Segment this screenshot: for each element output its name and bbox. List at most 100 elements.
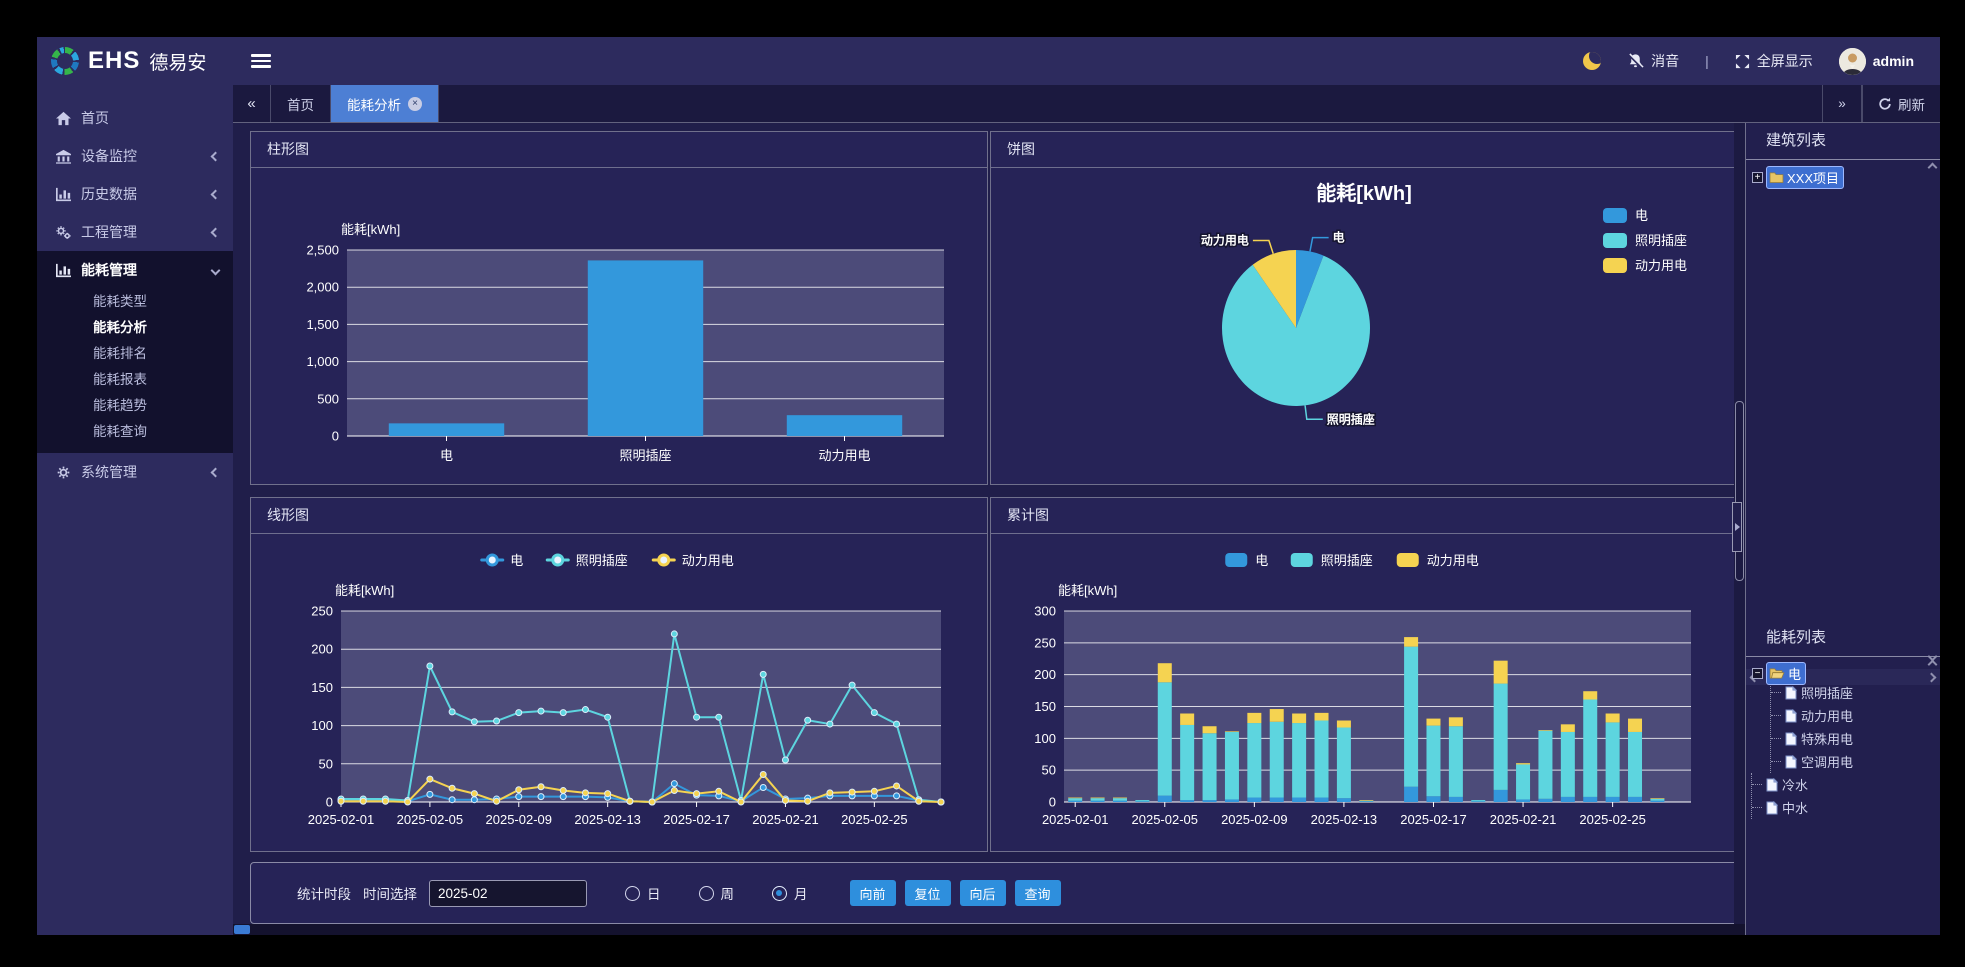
- radio-month-circle[interactable]: [772, 885, 787, 901]
- sidebar-subitem-energy-report[interactable]: 能耗报表: [93, 372, 147, 387]
- building-scrollbar: [1926, 162, 1938, 173]
- logo-name: 德易安: [149, 52, 207, 74]
- sidebar-item-home[interactable]: 首页: [37, 99, 233, 137]
- expand-icon[interactable]: +: [1752, 171, 1763, 183]
- svg-text:电: 电: [440, 448, 453, 463]
- svg-text:照明插座: 照明插座: [619, 448, 671, 463]
- sidebar-item-label: 工程管理: [81, 224, 137, 240]
- sidebar-subitem-energy-analysis[interactable]: 能耗分析: [93, 320, 147, 335]
- pie-chart: 能耗[kWh] 电照明插座 动力用电电照明插座 动力用电: [991, 168, 1737, 484]
- chevron-left-icon: [210, 151, 221, 161]
- tree-node-cold-water[interactable]: 冷水: [1752, 773, 1940, 796]
- svg-text:300: 300: [1034, 604, 1056, 619]
- sidebar-item-energy-mgmt[interactable]: 能耗管理: [37, 251, 233, 289]
- sidebar-item-label: 设备监控: [81, 148, 137, 164]
- tree-node-hvac[interactable]: 空调用电: [1771, 750, 1940, 773]
- building-list-title: 建筑列表: [1746, 123, 1940, 160]
- panel-collapse-handle[interactable]: [1732, 502, 1742, 552]
- sidebar-item-system-mgmt[interactable]: 系统管理: [37, 453, 233, 491]
- tree-node-special[interactable]: 特殊用电: [1771, 727, 1940, 750]
- sidebar-item-label: 能耗管理: [81, 262, 137, 278]
- tree-node-label: 电: [1788, 666, 1802, 682]
- sidebar: EHS 德易安 首页 设备监控 历史数据 工程管理: [37, 37, 233, 935]
- radio-day[interactable]: 日: [625, 883, 661, 903]
- main-horizontal-scrollbar[interactable]: [233, 924, 1745, 935]
- scroll-up-icon[interactable]: [1927, 162, 1937, 173]
- reset-button[interactable]: 复位: [904, 880, 951, 906]
- query-button[interactable]: 查询: [1014, 880, 1061, 906]
- svg-text:照明插座: 照明插座: [1321, 553, 1373, 568]
- radio-day-circle[interactable]: [625, 885, 640, 901]
- panel-title: 柱形图: [251, 132, 987, 168]
- tree-node-reclaimed-water[interactable]: 中水: [1752, 796, 1940, 819]
- svg-text:电: 电: [1333, 230, 1345, 245]
- mute-button[interactable]: 消音: [1627, 51, 1679, 71]
- svg-text:动力用电: 动力用电: [818, 448, 870, 463]
- svg-text:照明插座: 照明插座: [1327, 411, 1375, 426]
- close-icon[interactable]: ×: [408, 96, 422, 111]
- svg-text:0: 0: [326, 795, 333, 810]
- backward-button[interactable]: 向后: [959, 880, 1006, 906]
- scroll-up-icon[interactable]: [1927, 659, 1937, 670]
- tab-home[interactable]: 首页: [271, 85, 331, 122]
- sidebar-subitem-energy-type[interactable]: 能耗类型: [93, 294, 147, 309]
- collapse-icon[interactable]: −: [1752, 667, 1763, 679]
- file-icon: [1785, 731, 1797, 745]
- radio-week-circle[interactable]: [698, 885, 714, 901]
- avatar: [1838, 47, 1866, 75]
- svg-text:电: 电: [1635, 208, 1648, 223]
- tree-node-electric[interactable]: 电: [1766, 661, 1807, 685]
- svg-text:1,000: 1,000: [306, 354, 339, 369]
- radio-month[interactable]: 月: [772, 883, 808, 903]
- tabs-scroll-right-button[interactable]: »: [1822, 85, 1862, 122]
- radio-week-label: 周: [720, 887, 735, 902]
- radio-week[interactable]: 周: [698, 883, 735, 903]
- tree-node-project[interactable]: XXX项目: [1766, 165, 1845, 189]
- forward-button[interactable]: 向前: [849, 880, 896, 906]
- tabbar-spacer: [439, 85, 1822, 122]
- scrollbar-thumb[interactable]: [1735, 401, 1744, 581]
- moon-theme-icon[interactable]: [1583, 52, 1602, 70]
- svg-text:动力用电: 动力用电: [1427, 553, 1479, 568]
- bank-icon: [56, 149, 71, 164]
- svg-text:照明插座: 照明插座: [1635, 233, 1687, 248]
- svg-text:100: 100: [311, 718, 333, 733]
- svg-text:0: 0: [1049, 795, 1056, 810]
- app-logo: EHS 德易安: [37, 37, 233, 85]
- svg-text:2,500: 2,500: [306, 243, 339, 258]
- tree-node-label: 中水: [1782, 801, 1809, 816]
- tree-node-label: 特殊用电: [1801, 732, 1854, 747]
- bar-chart-icon: [56, 263, 71, 277]
- time-input[interactable]: [429, 879, 587, 907]
- refresh-button[interactable]: 刷新: [1862, 85, 1940, 122]
- tab-energy-analysis[interactable]: 能耗分析 ×: [331, 85, 439, 122]
- tree-node-lighting[interactable]: 照明插座: [1771, 681, 1940, 704]
- sidebar-item-project-mgmt[interactable]: 工程管理: [37, 213, 233, 251]
- bar-chart-icon: [56, 187, 71, 201]
- fullscreen-label: 全屏显示: [1756, 53, 1813, 69]
- main-content: 柱形图 0 500 1,000 1,500 2,000 2,500 能耗[kWh] 电照明插座…: [233, 123, 1745, 935]
- svg-text:50: 50: [319, 756, 333, 771]
- hamburger-menu-icon[interactable]: [251, 51, 271, 71]
- top-header: 消音 | 全屏显示 admin: [233, 37, 1940, 85]
- tree-node-power[interactable]: 动力用电: [1771, 704, 1940, 727]
- svg-text:250: 250: [1034, 635, 1056, 650]
- svg-text:2025-02-21: 2025-02-21: [1490, 812, 1557, 827]
- sidebar-item-history-data[interactable]: 历史数据: [37, 175, 233, 213]
- sidebar-subitem-energy-trend[interactable]: 能耗趋势: [93, 398, 147, 413]
- sidebar-subitem-energy-query[interactable]: 能耗查询: [93, 424, 147, 439]
- file-icon: [1766, 777, 1778, 791]
- svg-text:能耗[kWh]: 能耗[kWh]: [1316, 181, 1412, 205]
- username-label: admin: [1872, 53, 1914, 69]
- fullscreen-button[interactable]: 全屏显示: [1735, 51, 1813, 71]
- user-menu[interactable]: admin: [1838, 47, 1914, 75]
- file-icon: [1785, 754, 1797, 768]
- svg-text:能耗[kWh]: 能耗[kWh]: [1058, 583, 1117, 598]
- tree-node-label: 动力用电: [1801, 709, 1854, 724]
- sidebar-subitem-energy-rank[interactable]: 能耗排名: [93, 346, 147, 361]
- sidebar-menu: 首页 设备监控 历史数据 工程管理 能耗管理: [37, 99, 233, 491]
- scrollbar-thumb[interactable]: [234, 925, 250, 934]
- tabs-scroll-left-button[interactable]: «: [233, 85, 271, 122]
- sidebar-item-device-monitor[interactable]: 设备监控: [37, 137, 233, 175]
- svg-text:1,500: 1,500: [306, 317, 339, 332]
